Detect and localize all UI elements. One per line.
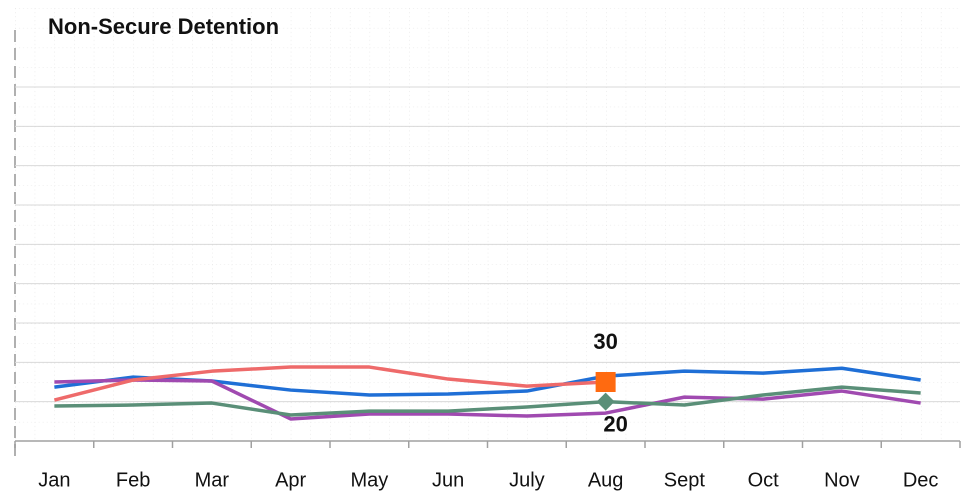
minor-grid	[15, 8, 960, 441]
x-tick-label: Jun	[432, 469, 464, 491]
marker	[596, 392, 615, 411]
series-line	[54, 385, 921, 417]
x-tick-label: Mar	[195, 469, 230, 491]
x-tick-label: Oct	[748, 469, 780, 491]
x-tick-label: Feb	[116, 469, 150, 491]
x-tick-label: Sept	[664, 469, 706, 491]
series-line	[53, 365, 606, 402]
x-tick-label: Apr	[275, 469, 306, 491]
x-tick-label: Nov	[824, 469, 860, 491]
data-label: 30	[593, 329, 617, 354]
data-label: 20	[603, 411, 627, 436]
x-tick-label: May	[350, 469, 388, 491]
x-tick-label: Jan	[38, 469, 70, 491]
x-tick-label: July	[509, 469, 545, 491]
chart-title: Non-Secure Detention	[48, 14, 279, 39]
x-tick-label: Aug	[588, 469, 624, 491]
series-line	[54, 378, 921, 421]
x-tick-label: Dec	[903, 469, 939, 491]
marker	[595, 372, 616, 392]
